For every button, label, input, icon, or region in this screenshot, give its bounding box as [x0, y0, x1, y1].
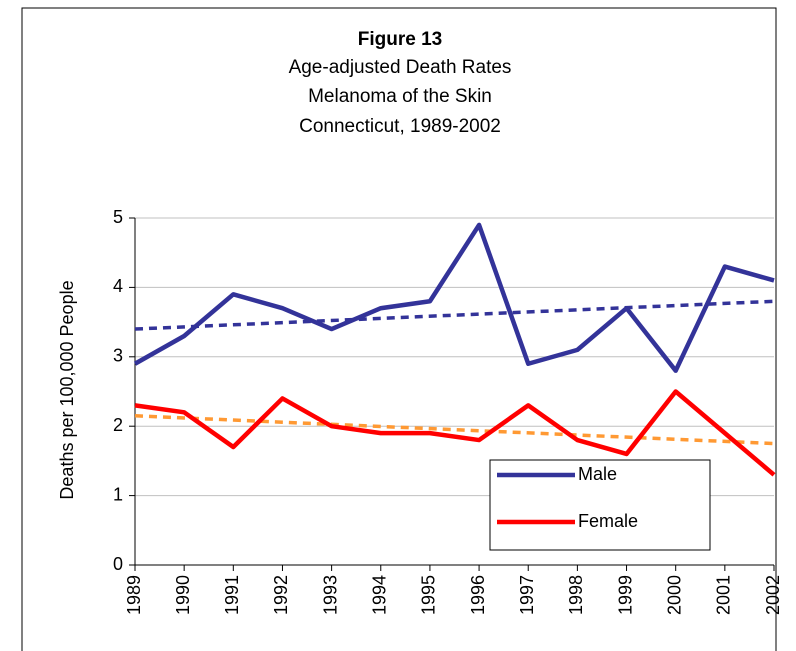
- y-tick-label: 1: [113, 484, 123, 504]
- y-tick-label: 2: [113, 415, 123, 435]
- legend-label: Male: [578, 464, 617, 484]
- data-line: [133, 222, 775, 373]
- subtitle: Connecticut, 1989-2002: [299, 116, 501, 137]
- x-tick-label: 1991: [222, 575, 242, 615]
- x-tick-label: 1994: [370, 575, 390, 615]
- x-tick-label: 1995: [419, 575, 439, 615]
- x-tick-label: 2000: [664, 575, 684, 615]
- chart-title: Figure 13: [358, 29, 442, 50]
- x-tick-label: 1993: [320, 575, 340, 615]
- x-tick-label: 1992: [271, 575, 291, 615]
- x-tick-label: 2002: [763, 575, 783, 615]
- y-tick-label: 4: [113, 276, 123, 296]
- x-tick-label: 2001: [714, 575, 734, 615]
- legend-label: Female: [578, 511, 638, 531]
- x-tick-label: 1996: [468, 575, 488, 615]
- y-tick-label: 0: [113, 554, 123, 574]
- trend-line: [134, 414, 775, 446]
- x-tick-label: 1999: [615, 575, 635, 615]
- x-tick-label: 1989: [124, 575, 144, 615]
- y-tick-label: 3: [113, 346, 123, 366]
- x-tick-label: 1998: [566, 575, 586, 615]
- x-tick-label: 1997: [517, 575, 537, 615]
- trend-line: [134, 299, 775, 331]
- y-tick-label: 5: [113, 207, 123, 227]
- subtitle: Melanoma of the Skin: [308, 86, 492, 107]
- y-axis-label: Deaths per 100,000 People: [57, 280, 77, 499]
- data-line: [134, 389, 776, 477]
- subtitle: Age-adjusted Death Rates: [289, 57, 512, 78]
- x-tick-label: 1990: [173, 575, 193, 615]
